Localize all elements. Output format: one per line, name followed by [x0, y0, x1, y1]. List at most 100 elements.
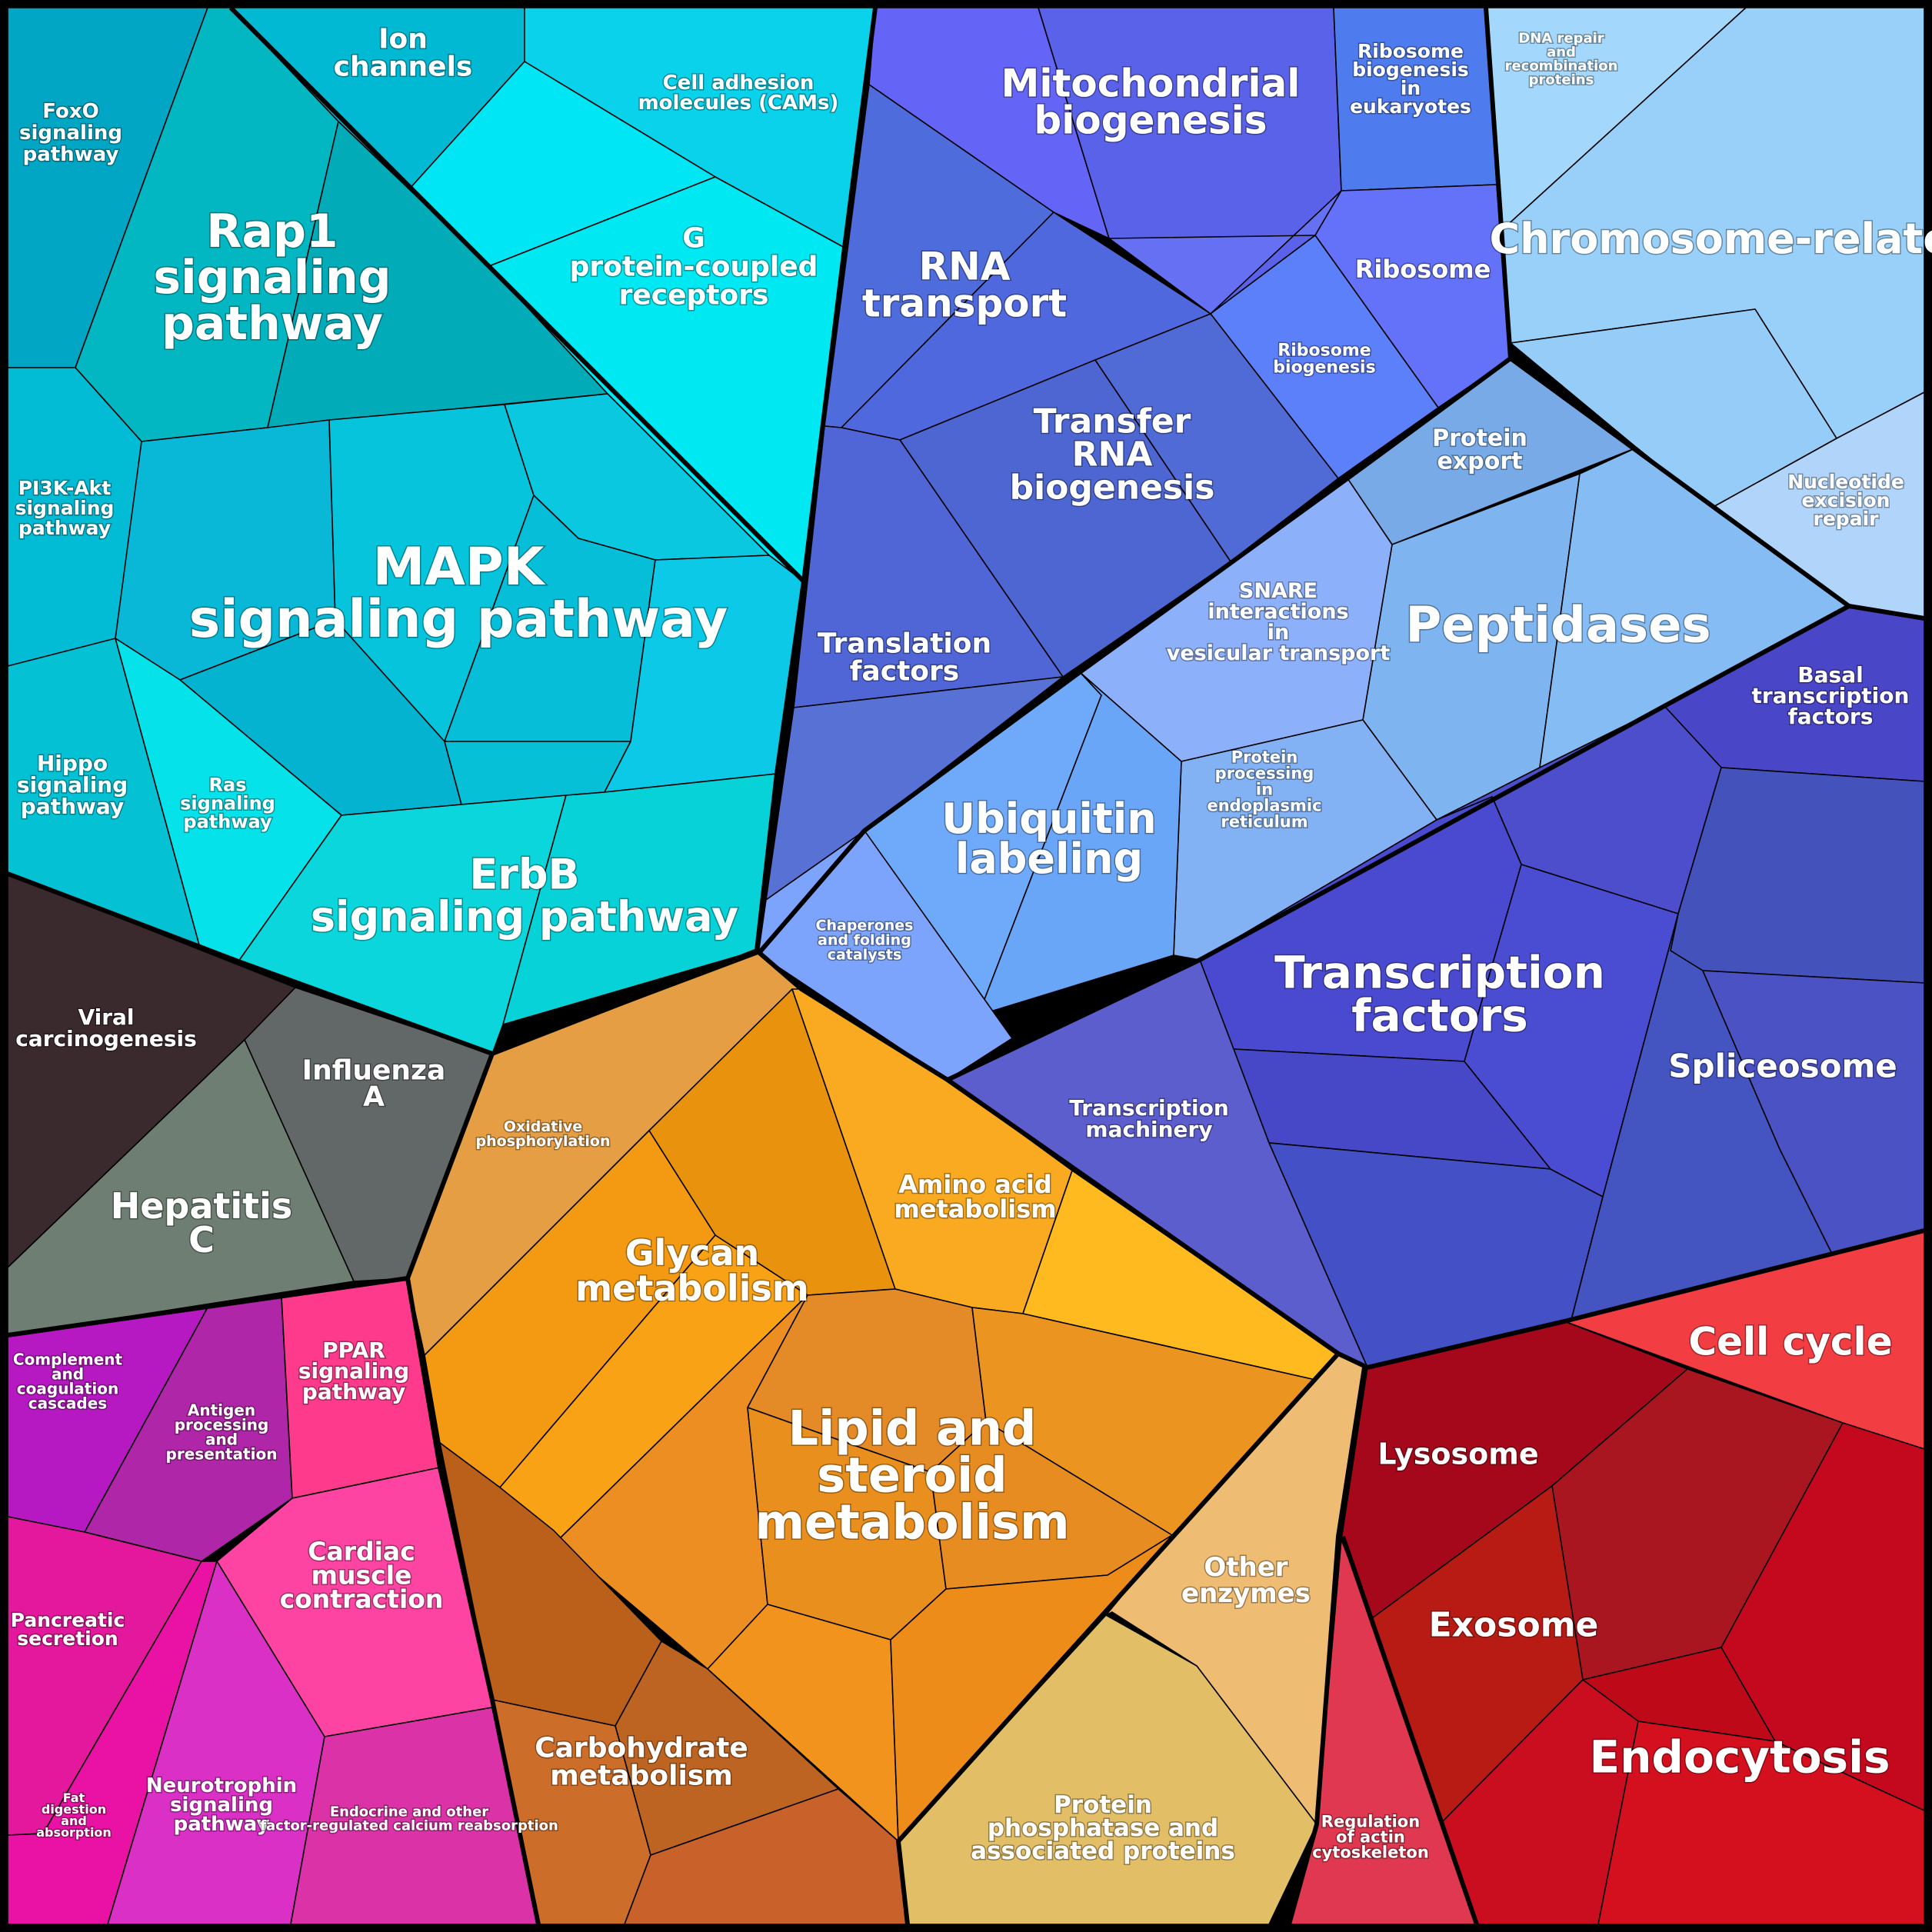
label-line: RNA	[918, 245, 1010, 289]
label-line: Lysosome	[1377, 1437, 1538, 1471]
label-line: Protein	[1432, 425, 1527, 452]
label-line: Cell cycle	[1688, 1320, 1892, 1364]
label-line: DNA repair	[1518, 30, 1604, 46]
label-line: Neurotrophin	[146, 1774, 297, 1797]
label-line: signaling	[15, 497, 115, 519]
label-line: Spliceosome	[1668, 1048, 1897, 1085]
label-line: labeling	[955, 834, 1143, 883]
label-line: ErbB	[469, 850, 579, 898]
label-endocrine: Endocrine and other factor-regulated calc…	[260, 1804, 558, 1834]
label-pancreatic: Pancreatic secretion	[11, 1609, 125, 1650]
cell-endocytosis-d[interactable]	[1597, 1720, 1925, 1925]
label-line: signaling	[180, 792, 275, 814]
label-line: Hepatitis	[111, 1185, 293, 1227]
label-ubiquitin: Ubiquitin labeling	[941, 794, 1156, 883]
label-line: Oxidative	[504, 1118, 582, 1135]
label-line: digestion	[42, 1802, 106, 1817]
label-actin: Regulation of actin cytoskeleton	[1312, 1812, 1429, 1861]
label-line: machinery	[1085, 1117, 1212, 1142]
label-peptidases: Peptidases	[1405, 597, 1710, 654]
label-snare: SNARE interactions in vesicular transport	[1167, 579, 1391, 665]
label-carbohydrate: Carbohydrate metabolism	[535, 1733, 748, 1792]
cell-mito-a[interactable]	[868, 7, 1110, 239]
label-ion-channels: Ion channels	[334, 24, 473, 83]
label-line: Amino acid	[898, 1170, 1051, 1199]
label-line: Endocytosis	[1590, 1730, 1890, 1783]
label-line: Other	[1204, 1552, 1287, 1583]
label-line: Chromosome-related	[1489, 215, 1932, 263]
label-line: Cell adhesion	[663, 72, 814, 95]
label-line: biogenesis	[1352, 58, 1469, 81]
label-ribosome: Ribosome	[1355, 255, 1491, 284]
label-line: channels	[334, 52, 473, 83]
label-line: cytoskeleton	[1312, 1843, 1429, 1861]
label-line: repair	[1814, 508, 1880, 530]
label-nucleotide: Nucleotide excision repair	[1787, 471, 1904, 530]
label-line: biogenesis	[1010, 468, 1215, 507]
label-influenza: Influenza A	[302, 1055, 446, 1113]
label-line: Chaperones	[816, 918, 914, 934]
label-line: Peptidases	[1405, 597, 1710, 654]
cell-trna-b[interactable]	[1094, 313, 1339, 562]
label-line: steroid	[817, 1447, 1007, 1504]
label-hepatitis: Hepatitis C	[111, 1185, 293, 1261]
label-line: RNA	[1072, 435, 1153, 474]
label-line: of actin	[1336, 1827, 1405, 1846]
label-line: coagulation	[17, 1380, 118, 1398]
label-line: and	[1547, 44, 1576, 60]
label-line: phosphatase and	[988, 1814, 1218, 1842]
label-line: pathway	[23, 143, 119, 166]
label-line: factors	[1351, 989, 1527, 1041]
label-line: Transfer	[1034, 401, 1191, 441]
label-line: reticulum	[1221, 812, 1307, 831]
label-lysosome: Lysosome	[1377, 1437, 1538, 1471]
label-ribo-bio: Ribosome biogenesis	[1273, 341, 1375, 378]
group-organismal-systems	[7, 1277, 539, 1925]
label-line: and folding	[818, 932, 911, 949]
label-line: biogenesis	[1273, 358, 1375, 378]
group-cellular-processes	[1288, 1230, 1925, 1925]
label-line: Ribosome	[1277, 341, 1371, 361]
label-basal: Basal transcription factors	[1752, 662, 1910, 729]
label-line: metabolism	[550, 1760, 733, 1792]
label-line: PI3K-Akt	[18, 477, 112, 499]
label-line: Antigen	[188, 1401, 255, 1420]
label-line: Ribosome	[1357, 40, 1464, 62]
label-rna-transport: RNA transport	[862, 245, 1067, 326]
label-exosome: Exosome	[1429, 1605, 1599, 1644]
label-line: Carbohydrate	[535, 1733, 748, 1764]
group-genetic-information	[765, 7, 1511, 901]
label-er: Protein processing in endoplasmic reticulum	[1207, 748, 1321, 831]
label-line: phosphorylation	[476, 1133, 611, 1150]
label-line: Endocrine and other	[330, 1804, 488, 1820]
label-line: C	[188, 1219, 215, 1261]
label-line: SNARE	[1239, 579, 1317, 603]
label-line: Influenza	[302, 1055, 446, 1087]
label-line: Ubiquitin	[941, 794, 1156, 843]
label-line: Rap1	[206, 205, 338, 258]
label-line: Nucleotide	[1787, 471, 1904, 493]
label-line: Translation	[818, 628, 991, 660]
label-cell-adhesion: Cell adhesion molecules (CAMs)	[638, 72, 839, 115]
label-viral: Viral carcinogenesis	[15, 1004, 197, 1051]
label-line: Glycan	[625, 1232, 760, 1274]
label-line: absorption	[36, 1825, 112, 1840]
label-rap1: Rap1 signaling pathway	[153, 205, 391, 351]
label-line: vesicular transport	[1167, 641, 1391, 665]
label-line: eukaryotes	[1350, 95, 1471, 118]
cell-translation-a[interactable]	[793, 425, 1064, 708]
label-line: processing	[175, 1416, 269, 1434]
label-line: Hippo	[37, 751, 108, 776]
label-line: contraction	[280, 1584, 444, 1614]
label-line: metabolism	[575, 1267, 809, 1309]
label-erbb: ErbB signaling pathway	[311, 850, 738, 941]
cell-rap1-b[interactable]	[267, 121, 608, 428]
label-line: transport	[862, 281, 1067, 326]
label-line: Mitochondrial	[1001, 62, 1301, 106]
label-line: metabolism	[754, 1494, 1069, 1551]
group-chromosome	[1485, 7, 1925, 619]
label-tf: Transcription factors	[1274, 946, 1605, 1041]
label-line: signaling	[17, 772, 128, 798]
label-line: cascades	[28, 1394, 107, 1413]
label-line: factors	[1788, 704, 1874, 729]
